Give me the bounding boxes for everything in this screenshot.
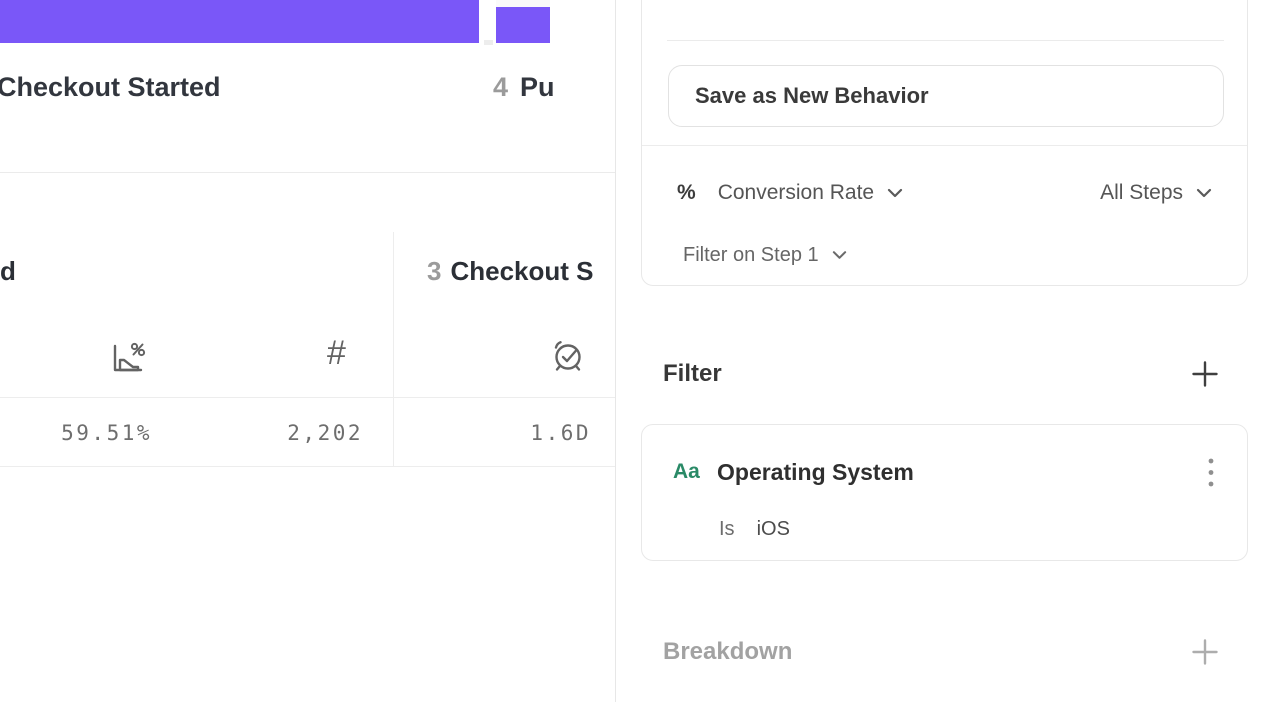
funnel-bar-next-step[interactable] [496,7,550,43]
table-header-border [0,397,615,398]
filter-section-title: Filter [663,360,722,387]
menu-separator [667,40,1224,41]
filter-card: Aa Operating System Is iOS [641,424,1248,561]
count-icon[interactable]: # [327,334,346,372]
add-breakdown-button[interactable] [1190,637,1220,667]
step-number: 3 [427,256,442,286]
count-value: 2,202 [287,421,363,445]
steps-scope-dropdown[interactable]: All Steps [1100,181,1212,205]
query-builder-card: Save as New Behavior % Conversion Rate A… [641,0,1248,286]
chevron-down-icon [832,250,847,260]
filter-scope-dropdown[interactable]: Filter on Step 1 [683,239,847,271]
filter-property-name[interactable]: Operating System [717,459,914,485]
breakdown-section-title: Breakdown [663,638,793,665]
section-divider [0,172,615,173]
kebab-menu-icon[interactable] [1205,457,1217,498]
filter-scope-label: Filter on Step 1 [683,243,819,266]
chevron-down-icon [1196,188,1212,198]
time-to-convert-icon[interactable] [549,337,587,380]
step-name: Checkout S [450,256,594,286]
conversion-rate-icon[interactable] [108,339,148,382]
funnel-axis-tick [484,40,493,45]
funnel-step-label: Checkout Started [0,72,221,102]
filter-operator: Is [719,518,735,540]
percent-icon: % [677,181,696,204]
panel-divider [615,0,616,702]
step-number: 4 [493,72,509,102]
funnel-step-label: 4 Pu [493,73,555,101]
funnel-bar-checkout-started[interactable] [0,0,479,43]
table-step-header-fragment: d [0,256,16,286]
filter-clause[interactable]: Is iOS [719,516,790,542]
table-step-header: 3 Checkout S [427,257,594,285]
metric-dropdown[interactable]: Conversion Rate [717,181,875,204]
steps-scope-label: All Steps [1100,181,1183,204]
step-name-fragment: Pu [520,72,555,102]
time-to-convert-value: 1.6D [530,421,591,445]
column-divider [393,232,394,467]
metric-row: % Conversion Rate All Steps [642,177,1247,209]
text-property-icon: Aa [673,460,700,483]
add-filter-button[interactable] [1190,359,1220,389]
table-row-border [0,466,615,467]
save-as-new-behavior-button[interactable]: Save as New Behavior [668,65,1224,127]
filter-value: iOS [756,518,790,540]
conversion-rate-value: 59.51% [61,421,152,445]
chevron-down-icon[interactable] [887,188,903,198]
card-divider [642,145,1247,146]
funnel-chart-and-table: Checkout Started 4 Pu d 3 Checkout S # [0,0,615,702]
